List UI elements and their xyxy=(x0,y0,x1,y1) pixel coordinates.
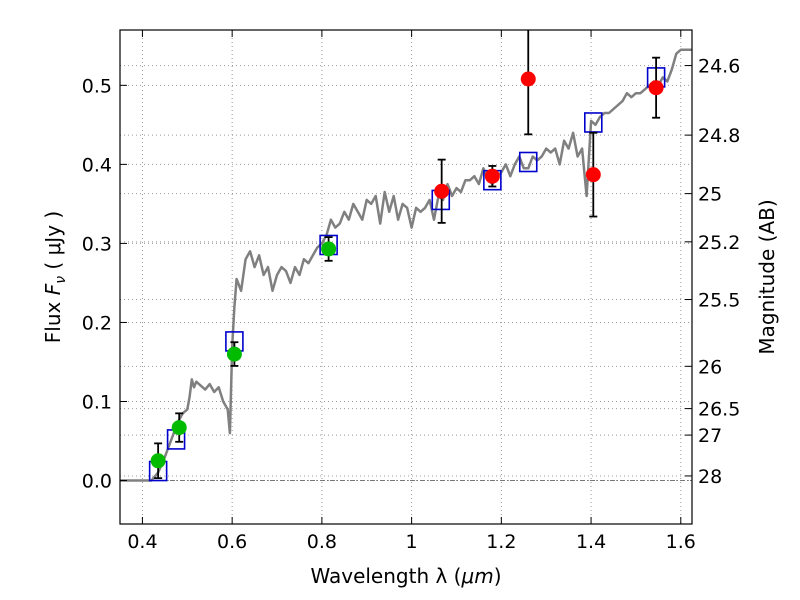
grid xyxy=(120,30,692,524)
x-axis-label-prefix: Wavelength λ ( xyxy=(310,564,461,588)
y-tick-label: 0.1 xyxy=(82,391,112,413)
y-tick-label: 0.4 xyxy=(82,154,112,176)
x-tick-label: 1.4 xyxy=(576,531,606,553)
mag-tick-label: 25.5 xyxy=(698,290,740,312)
model-spectrum-layer xyxy=(120,48,692,482)
model-band-flux-boxes xyxy=(148,67,666,482)
nir-data-point xyxy=(434,183,450,199)
y-axis-label-suffix: ( μJy ) xyxy=(41,211,65,276)
mag-tick-label: 24.6 xyxy=(698,56,740,78)
x-tick-label: 1.2 xyxy=(486,531,516,553)
x-axis-label-suffix: ) xyxy=(494,564,502,588)
x-tick-label: 0.8 xyxy=(307,531,337,553)
optical-data-point xyxy=(171,420,187,436)
x-axis-ticks: 0.4 0.6 0.8 1 1.2 1.4 1.6 xyxy=(127,30,696,553)
y-axis-label: Flux Fν ( μJy ) xyxy=(41,211,69,343)
model-spectrum-line xyxy=(120,48,692,482)
x-axis-label-unit: μm xyxy=(460,564,493,588)
nir-data-point xyxy=(484,168,500,184)
x-tick-label: 1.6 xyxy=(666,531,696,553)
optical-data-point xyxy=(321,241,337,257)
y-axis-ticks: 0.0 0.1 0.2 0.3 0.4 0.5 xyxy=(82,75,127,493)
x-axis-label: Wavelength λ (μm) xyxy=(310,564,501,588)
optical-data-point xyxy=(150,453,166,469)
mag-tick-label: 25 xyxy=(698,184,722,206)
optical-data-point xyxy=(226,346,242,362)
mag-tick-label: 28 xyxy=(698,466,722,488)
mag-tick-label: 26.5 xyxy=(698,399,740,421)
nir-data-point xyxy=(520,71,536,87)
model-flux-box xyxy=(518,151,538,173)
x-tick-label: 0.4 xyxy=(127,531,157,553)
y-tick-label: 0.2 xyxy=(82,312,112,334)
nir-data-point xyxy=(585,167,601,183)
y-tick-label: 0.3 xyxy=(82,233,112,255)
y-tick-label: 0.5 xyxy=(82,75,112,97)
y-axis-label-prefix: Flux xyxy=(41,295,65,343)
x-tick-label: 0.6 xyxy=(217,531,247,553)
y-tick-label: 0.0 xyxy=(82,471,112,493)
plot-frame xyxy=(119,29,693,525)
mag-tick-label: 25.2 xyxy=(698,232,740,254)
y-axis-label-symbol: F xyxy=(41,283,65,295)
nir-data-point xyxy=(648,80,664,96)
magnitude-axis-label: Magnitude (AB) xyxy=(755,199,779,354)
x-tick-label: 1 xyxy=(406,531,418,553)
observed-points xyxy=(150,71,664,469)
mag-tick-label: 27 xyxy=(698,425,722,447)
magnitude-axis-ticks: 28 27 26.5 26 25.5 25.2 25 24.8 24.6 xyxy=(685,56,740,488)
mag-tick-label: 24.8 xyxy=(698,125,740,147)
mag-tick-label: 26 xyxy=(698,356,722,378)
y-axis-label-subscript: ν xyxy=(53,276,69,284)
